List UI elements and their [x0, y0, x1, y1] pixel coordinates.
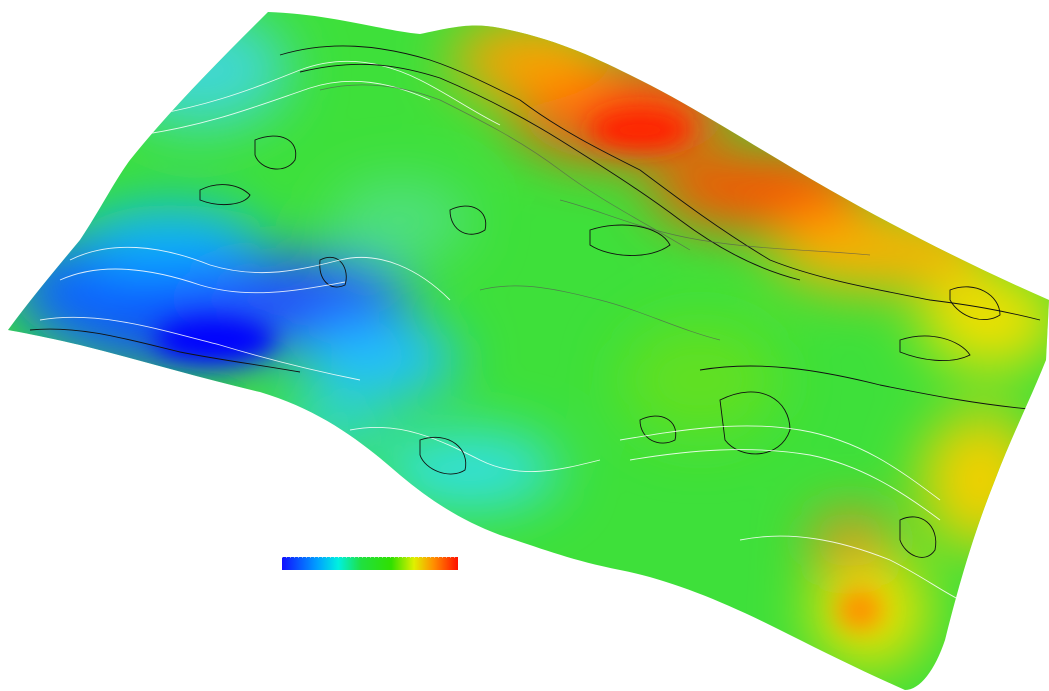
contours	[29, 45, 1041, 601]
colorbar	[282, 556, 458, 570]
colorbar-gradient	[282, 557, 458, 570]
